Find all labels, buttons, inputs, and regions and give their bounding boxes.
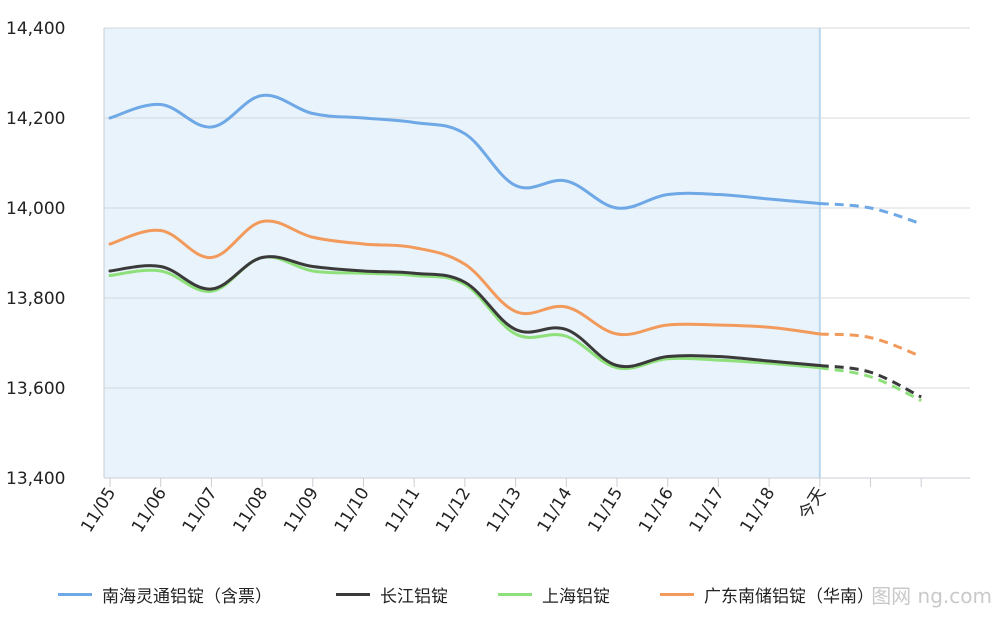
- y-tick-label: 13,600: [6, 379, 65, 399]
- legend-swatch: [58, 592, 92, 596]
- x-tick-label: 11/16: [635, 484, 678, 536]
- history-shade: [104, 28, 820, 478]
- y-tick-label: 13,800: [6, 289, 65, 309]
- x-tick-label: 11/15: [584, 484, 627, 536]
- axes: [103, 28, 970, 487]
- legend-swatch: [336, 592, 370, 596]
- legend: 南海灵通铝锭（含票） 长江铝锭 上海铝锭 广东南储铝锭（华南）: [0, 574, 1000, 614]
- series-line-0: [108, 93, 822, 210]
- series-forecast-3: [819, 332, 922, 358]
- legend-item-nanhai[interactable]: 南海灵通铝锭（含票）: [58, 580, 272, 608]
- y-tick-label: 14,000: [6, 199, 65, 219]
- x-tick-label: 11/09: [280, 484, 323, 536]
- legend-label: 南海灵通铝锭（含票）: [102, 586, 272, 607]
- series-line-1: [108, 255, 822, 369]
- x-tick-label: 11/12: [432, 484, 475, 536]
- legend-item-changjiang[interactable]: 长江铝锭: [336, 580, 448, 608]
- y-tick-labels: 13,400 13,600 13,800 14,000 14,200 14,400: [6, 19, 65, 489]
- x-tick-label: 11/11: [382, 484, 425, 536]
- x-tick-label: 11/17: [686, 484, 729, 536]
- y-tick-label: 14,400: [6, 19, 65, 39]
- legend-item-shanghai[interactable]: 上海铝锭: [498, 580, 610, 608]
- history-region: [104, 28, 820, 478]
- series-forecast-1: [819, 364, 922, 399]
- x-tick-label: 11/08: [229, 484, 272, 536]
- watermark-text: 图网 ng.com: [871, 584, 992, 608]
- legend-label: 上海铝锭: [542, 586, 610, 607]
- x-tick-label: 11/07: [179, 484, 222, 536]
- series-line-3: [108, 219, 822, 337]
- x-tick-label: 11/18: [736, 484, 779, 536]
- y-tick-label: 13,400: [6, 469, 65, 489]
- x-tick-label: 11/10: [331, 484, 374, 536]
- legend-item-guangdong[interactable]: 广东南储铝锭（华南）: [660, 580, 874, 608]
- series-forecast-2: [819, 366, 922, 402]
- x-tick-label: 11/13: [483, 484, 526, 536]
- x-tick-label: 11/06: [128, 484, 171, 536]
- x-tick-labels: 11/05 11/06 11/07 11/08 11/09 11/10 11/11 11/12…: [77, 484, 830, 536]
- x-tick-label: 11/05: [77, 484, 120, 536]
- chart-area: 13,400 13,600 13,800 14,000 14,200 14,400 11/…: [6, 19, 970, 536]
- x-tick-label: 今天: [795, 484, 830, 523]
- y-tick-label: 14,200: [6, 109, 65, 129]
- legend-swatch: [498, 592, 532, 596]
- series-forecast-0: [819, 202, 922, 226]
- legend-label: 广东南储铝锭（华南）: [704, 586, 874, 607]
- legend-swatch: [660, 592, 694, 596]
- legend-label: 长江铝锭: [380, 586, 448, 607]
- series-lines: [108, 93, 922, 402]
- x-tick-label: 11/14: [534, 484, 577, 536]
